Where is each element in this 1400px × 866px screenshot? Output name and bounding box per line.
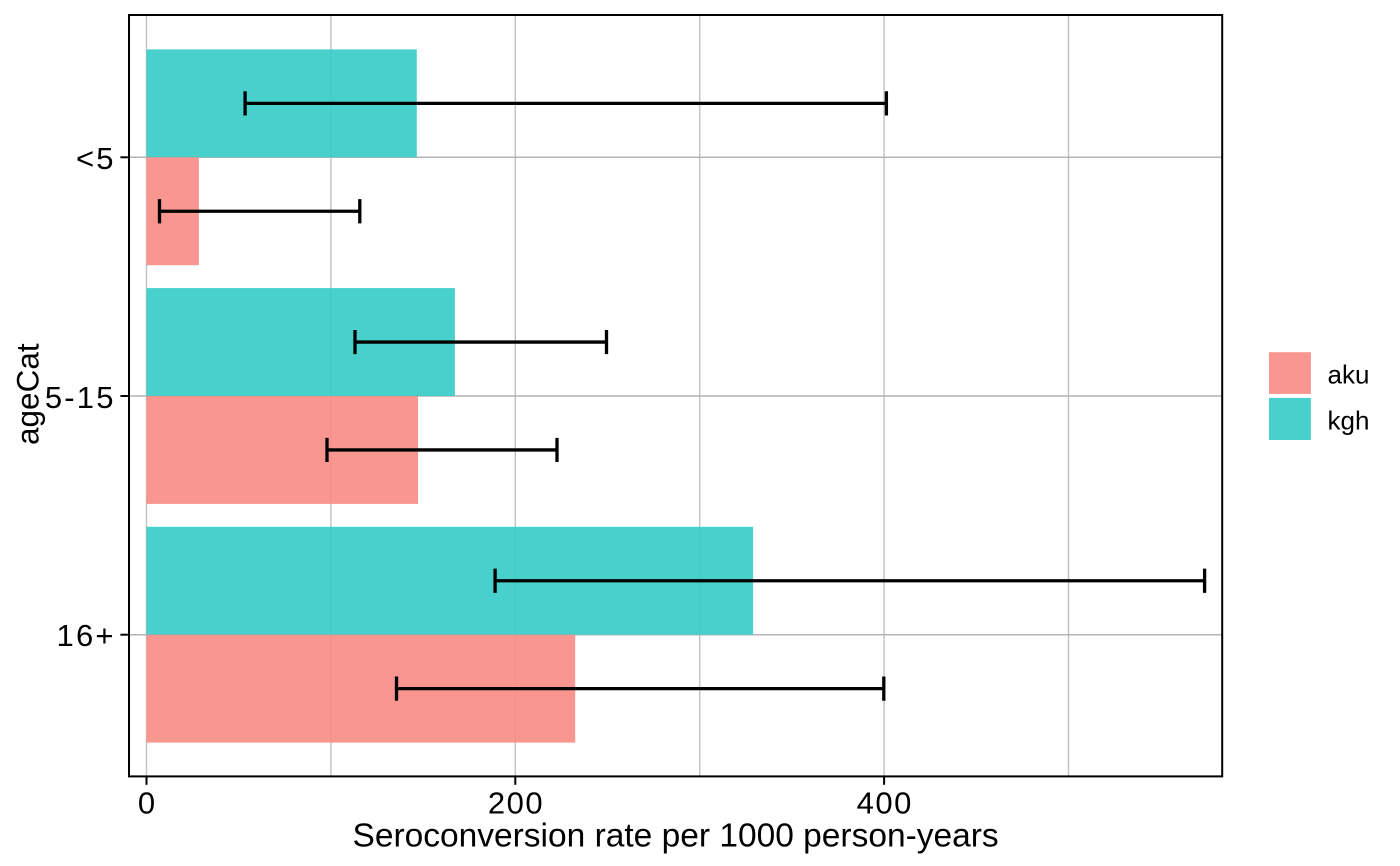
svg-text:aku: aku [1328, 359, 1370, 389]
svg-text:5-15: 5-15 [45, 380, 116, 415]
svg-text:Seroconversion rate per 1000 p: Seroconversion rate per 1000 person-year… [353, 818, 999, 855]
svg-text:400: 400 [857, 785, 913, 820]
svg-text:kgh: kgh [1328, 406, 1370, 436]
svg-text:<5: <5 [76, 141, 116, 176]
svg-text:ageCat: ageCat [10, 343, 46, 445]
svg-text:200: 200 [488, 785, 544, 820]
svg-text:16+: 16+ [57, 618, 116, 653]
svg-text:0: 0 [138, 785, 157, 820]
